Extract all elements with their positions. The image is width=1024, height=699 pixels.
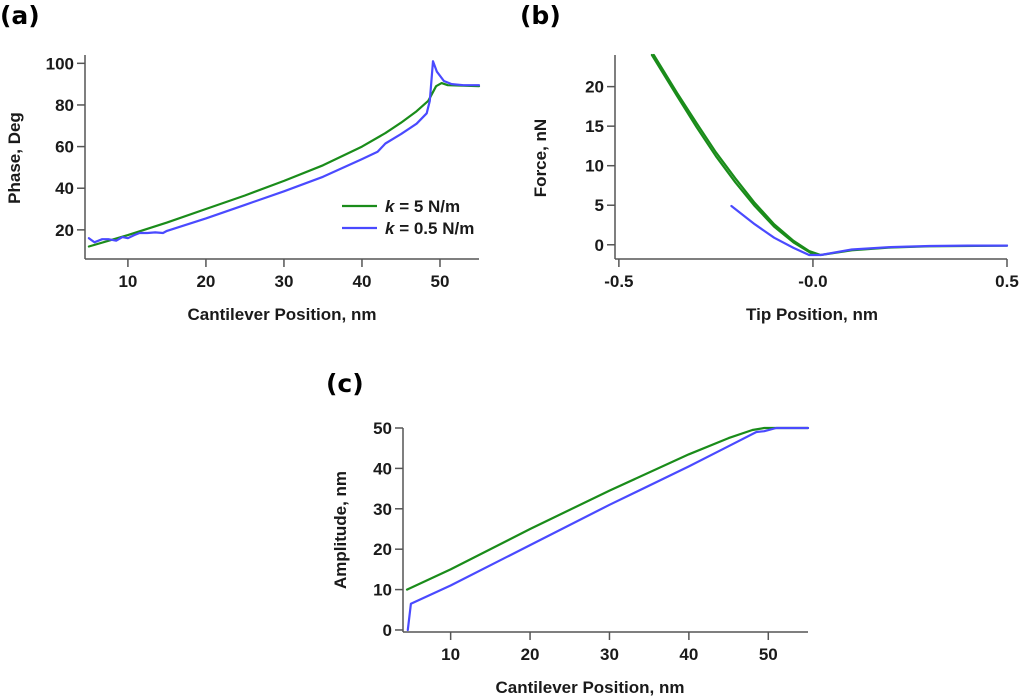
y-tick-label: 10 — [585, 157, 604, 176]
y-tick-label: 0 — [595, 236, 604, 255]
y-tick-label: 30 — [373, 500, 392, 519]
panel-a-label: (a) — [0, 1, 40, 30]
x-tick-label: 40 — [679, 645, 698, 664]
y-tick-label: 60 — [55, 138, 74, 157]
panel-c: (c) 0 10 20 30 40 50 10 20 30 40 50 Cantilever Pos… — [326, 369, 810, 697]
y-tick-label: 20 — [585, 78, 604, 97]
y-tick-label: 20 — [373, 540, 392, 559]
y-tick-label: 20 — [55, 221, 74, 240]
x-tick-label: 30 — [274, 272, 293, 291]
series-green-0 — [405, 426, 810, 591]
x-tick-label: 20 — [521, 645, 540, 664]
y-tick-label: 50 — [373, 419, 392, 438]
x-tick-label: 0.5 — [995, 272, 1019, 291]
panel-b-xlabel: Tip Position, nm — [746, 305, 878, 324]
x-tick-label: 50 — [431, 272, 450, 291]
y-tick-label: 0 — [383, 621, 392, 640]
series-blue-2 — [730, 204, 1009, 257]
panel-a-ylabel: Phase, Deg — [5, 112, 24, 204]
x-tick-label: 50 — [759, 645, 778, 664]
series-green-0 — [650, 53, 815, 256]
legend-label-k5: k = 5 N/m — [385, 197, 460, 216]
panel-b-ylabel: Force, nN — [531, 119, 550, 197]
legend-label-k05: k = 0.5 N/m — [385, 219, 474, 238]
x-tick-label: 20 — [196, 272, 215, 291]
y-tick-label: 40 — [373, 459, 392, 478]
panel-b: (b) 0 5 10 15 20 -0.5 -0.0 0.5 Tip Position, nm… — [520, 1, 1019, 324]
x-tick-label: 30 — [600, 645, 619, 664]
panel-c-ylabel: Amplitude, nm — [331, 471, 350, 589]
y-tick-label: 40 — [55, 179, 74, 198]
y-tick-label: 15 — [585, 117, 604, 136]
y-tick-label: 80 — [55, 96, 74, 115]
panel-c-xlabel: Cantilever Position, nm — [496, 678, 685, 697]
x-tick-label: -0.0 — [798, 272, 827, 291]
x-tick-label: 40 — [353, 272, 372, 291]
x-tick-label: -0.5 — [604, 272, 633, 291]
y-tick-label: 10 — [373, 581, 392, 600]
panel-a-xlabel: Cantilever Position, nm — [188, 305, 377, 324]
series-blue-1 — [406, 426, 810, 632]
panel-a: (a) 20 40 60 80 100 10 20 30 40 50 Cantilever Pos… — [0, 1, 481, 324]
legend: k = 5 N/m k = 0.5 N/m — [342, 197, 474, 238]
x-tick-label: 10 — [118, 272, 137, 291]
panel-b-label: (b) — [520, 1, 561, 30]
x-tick-label: 10 — [441, 645, 460, 664]
series-blue-1 — [87, 60, 481, 244]
y-tick-label: 5 — [595, 196, 604, 215]
series-green-0 — [87, 81, 481, 248]
series-green-1 — [652, 53, 1009, 257]
panel-c-label: (c) — [326, 369, 364, 398]
y-tick-label: 100 — [46, 54, 74, 73]
